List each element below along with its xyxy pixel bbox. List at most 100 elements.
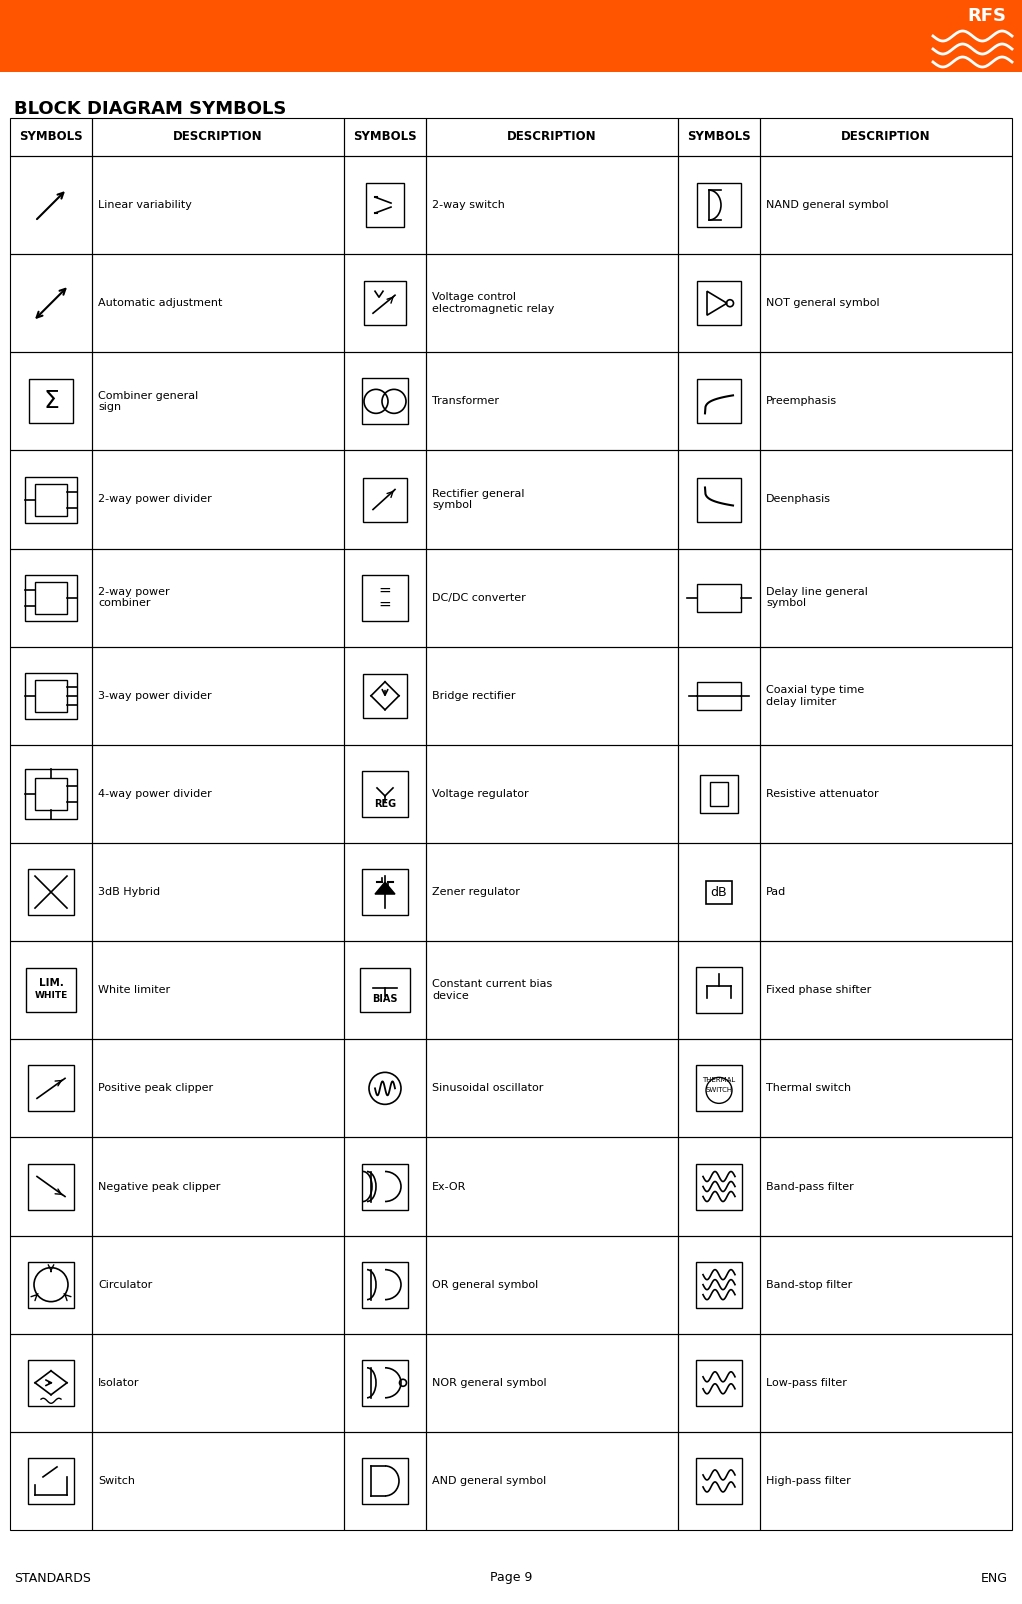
Bar	[760, 1235, 1012, 1333]
Bar	[344, 353, 426, 451]
Bar	[426, 253, 678, 353]
Text: SYMBOLS: SYMBOLS	[687, 130, 751, 143]
Text: SYMBOLS: SYMBOLS	[354, 130, 417, 143]
Bar	[678, 253, 760, 353]
Bar	[92, 549, 344, 646]
Bar	[426, 353, 678, 451]
Bar	[363, 478, 407, 521]
Bar	[362, 1163, 408, 1209]
Bar	[364, 281, 406, 326]
Bar	[426, 1333, 678, 1432]
Bar	[697, 682, 741, 711]
Bar	[35, 582, 67, 614]
Bar	[760, 156, 1012, 253]
Text: 3dB Hybrid: 3dB Hybrid	[98, 887, 160, 897]
Bar	[697, 584, 741, 611]
Bar	[426, 451, 678, 549]
Text: Bridge rectifier: Bridge rectifier	[432, 691, 515, 701]
Bar	[344, 1039, 426, 1137]
Bar	[426, 1039, 678, 1137]
Text: Band-stop filter: Band-stop filter	[766, 1280, 852, 1290]
Bar	[10, 646, 92, 744]
Text: Page 9: Page 9	[490, 1572, 532, 1585]
Bar	[678, 1235, 760, 1333]
Bar	[426, 1235, 678, 1333]
Text: Constant current bias
device: Constant current bias device	[432, 980, 552, 1001]
Bar	[760, 1432, 1012, 1530]
Bar	[92, 1039, 344, 1137]
Bar	[696, 1163, 742, 1209]
Bar	[678, 942, 760, 1039]
Bar	[92, 1235, 344, 1333]
Text: OR general symbol: OR general symbol	[432, 1280, 539, 1290]
Text: NOT general symbol: NOT general symbol	[766, 298, 880, 308]
Bar	[426, 646, 678, 744]
Bar	[426, 1137, 678, 1235]
Text: Σ: Σ	[43, 390, 59, 414]
Text: RFS: RFS	[968, 6, 1007, 26]
Text: Negative peak clipper: Negative peak clipper	[98, 1182, 221, 1192]
Bar	[28, 1163, 74, 1209]
Bar	[426, 744, 678, 844]
Bar	[10, 744, 92, 844]
Text: Low-pass filter: Low-pass filter	[766, 1378, 847, 1387]
Bar	[696, 1360, 742, 1405]
Text: BIAS: BIAS	[372, 994, 398, 1004]
Text: AND general symbol: AND general symbol	[432, 1476, 546, 1485]
Bar	[760, 451, 1012, 549]
Bar	[678, 1333, 760, 1432]
Text: Transformer: Transformer	[432, 396, 499, 406]
Bar	[678, 1039, 760, 1137]
Text: WHITE: WHITE	[35, 991, 67, 999]
Bar	[10, 1235, 92, 1333]
Bar	[10, 353, 92, 451]
Text: Sinusoidal oscillator: Sinusoidal oscillator	[432, 1083, 544, 1094]
Bar	[760, 119, 1012, 156]
Text: Zener regulator: Zener regulator	[432, 887, 520, 897]
Bar	[92, 844, 344, 942]
Bar	[92, 253, 344, 353]
Bar	[25, 768, 77, 820]
Bar	[10, 1039, 92, 1137]
Bar	[678, 451, 760, 549]
Text: DESCRIPTION: DESCRIPTION	[173, 130, 263, 143]
Text: 3-way power divider: 3-way power divider	[98, 691, 212, 701]
Text: LIM.: LIM.	[39, 978, 63, 988]
Bar	[344, 1432, 426, 1530]
Bar	[760, 646, 1012, 744]
Text: Isolator: Isolator	[98, 1378, 139, 1387]
Text: =: =	[378, 584, 391, 598]
Bar	[92, 1137, 344, 1235]
Bar	[426, 942, 678, 1039]
Text: BLOCK DIAGRAM SYMBOLS: BLOCK DIAGRAM SYMBOLS	[14, 99, 286, 119]
Bar	[28, 1065, 74, 1112]
Bar	[760, 549, 1012, 646]
Bar	[344, 1235, 426, 1333]
Bar	[344, 942, 426, 1039]
Bar	[28, 1360, 74, 1405]
Bar	[678, 844, 760, 942]
Text: NAND general symbol: NAND general symbol	[766, 200, 888, 210]
Bar	[760, 1039, 1012, 1137]
Text: Coaxial type time
delay limiter: Coaxial type time delay limiter	[766, 685, 865, 707]
Bar	[10, 549, 92, 646]
Bar	[92, 156, 344, 253]
Text: Resistive attenuator: Resistive attenuator	[766, 789, 879, 799]
Bar	[678, 119, 760, 156]
Bar	[696, 1065, 742, 1112]
Bar	[92, 451, 344, 549]
Text: Pad: Pad	[766, 887, 786, 897]
Bar	[697, 281, 741, 326]
Bar	[26, 969, 76, 1012]
Bar	[760, 844, 1012, 942]
Bar	[426, 844, 678, 942]
Text: DC/DC converter: DC/DC converter	[432, 592, 525, 603]
Bar	[678, 353, 760, 451]
Bar	[344, 646, 426, 744]
Bar	[35, 680, 67, 712]
Bar	[92, 646, 344, 744]
Text: 2-way power
combiner: 2-way power combiner	[98, 587, 170, 608]
Text: Positive peak clipper: Positive peak clipper	[98, 1083, 214, 1094]
Text: DESCRIPTION: DESCRIPTION	[841, 130, 931, 143]
Bar	[344, 549, 426, 646]
